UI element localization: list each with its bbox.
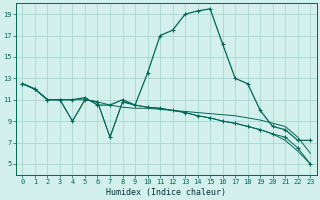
X-axis label: Humidex (Indice chaleur): Humidex (Indice chaleur) bbox=[106, 188, 226, 197]
